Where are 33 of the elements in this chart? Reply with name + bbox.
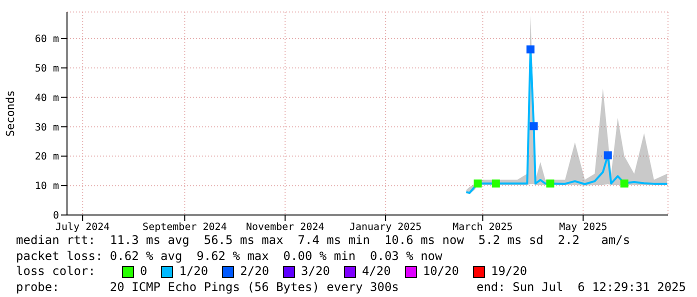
x-tick-label: November 2024 (246, 222, 324, 234)
y-tick-label: 20 m (34, 152, 59, 163)
legend-label: 10/20 (422, 264, 459, 280)
point (604, 151, 612, 160)
x-tick-label: September 2024 (142, 222, 227, 234)
x-tick-label: May 2025 (559, 222, 608, 234)
y-tick-label: 10 m (34, 181, 59, 192)
legend-label: 2/20 (240, 264, 270, 280)
legend-title: loss color: (16, 264, 96, 280)
point (530, 122, 538, 130)
legend-label: 0 (140, 264, 148, 280)
legend-label: 1/20 (179, 264, 208, 280)
y-axis-title: Seconds (4, 90, 17, 137)
point (546, 180, 554, 188)
text: packet loss: 0.62 % avg 9.62 % max 0.00 % min 0.03 % now (16, 248, 444, 264)
text: end: Sun Jul 6 12:29:31 2025 (476, 280, 686, 295)
y-tick-label: 0 (52, 210, 59, 222)
x-tick-label: January 2025 (349, 222, 422, 234)
legend-label: 3/20 (301, 264, 330, 280)
point (492, 180, 500, 188)
text: median rtt: 11.3 ms avg 56.5 ms max 7.4 ms min 10.6 ms now 5.2 ms sd 2.2 am/s (16, 233, 632, 248)
legend-label: 19/20 (490, 264, 528, 280)
text: probe: 20 ICMP Echo Pings (56 Bytes) every 300s (16, 280, 399, 295)
point (620, 180, 628, 188)
y-tick-label: 30 m (34, 122, 59, 134)
y-tick-label: 50 m (34, 63, 59, 74)
y-tick-label: 60 m (34, 34, 59, 46)
legend-label: 4/20 (362, 264, 391, 280)
point (474, 180, 482, 188)
y-tick-label: 40 m (34, 92, 59, 104)
x-tick-label: July 2024 (56, 222, 110, 234)
x-tick-label: March 2025 (452, 222, 513, 234)
point (526, 45, 534, 54)
